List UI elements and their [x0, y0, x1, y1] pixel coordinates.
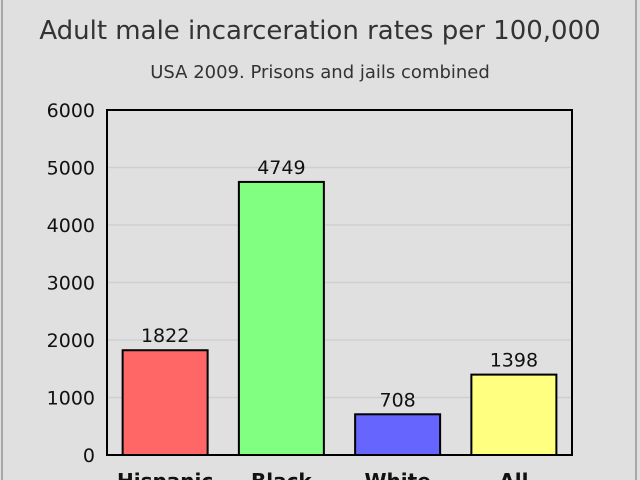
y-tick-label: 3000 [47, 273, 95, 295]
plot-area-border [106, 109, 573, 456]
y-tick-label: 2000 [47, 330, 95, 352]
data-label: 708 [379, 389, 415, 411]
x-tick-label: Hispanic [117, 469, 213, 480]
bar-black [237, 180, 325, 456]
chart-subtitle: USA 2009. Prisons and jails combined [150, 62, 490, 83]
chart-title: Adult male incarceration rates per 100,0… [39, 16, 601, 46]
bar-white [354, 413, 442, 457]
x-tick-label: Black [251, 469, 312, 480]
bar-hispanic [121, 349, 209, 456]
data-label: 4749 [257, 157, 305, 179]
data-label: 1398 [490, 350, 538, 372]
data-label: 1822 [141, 325, 189, 347]
y-tick-label: 4000 [47, 215, 95, 237]
x-tick-label: All [499, 469, 528, 480]
y-tick-label: 0 [83, 445, 95, 467]
x-tick-label: White [364, 469, 430, 480]
y-tick-label: 6000 [47, 100, 95, 122]
y-tick-label: 5000 [47, 158, 95, 180]
bar-all [470, 373, 558, 456]
y-tick-label: 1000 [47, 388, 95, 410]
